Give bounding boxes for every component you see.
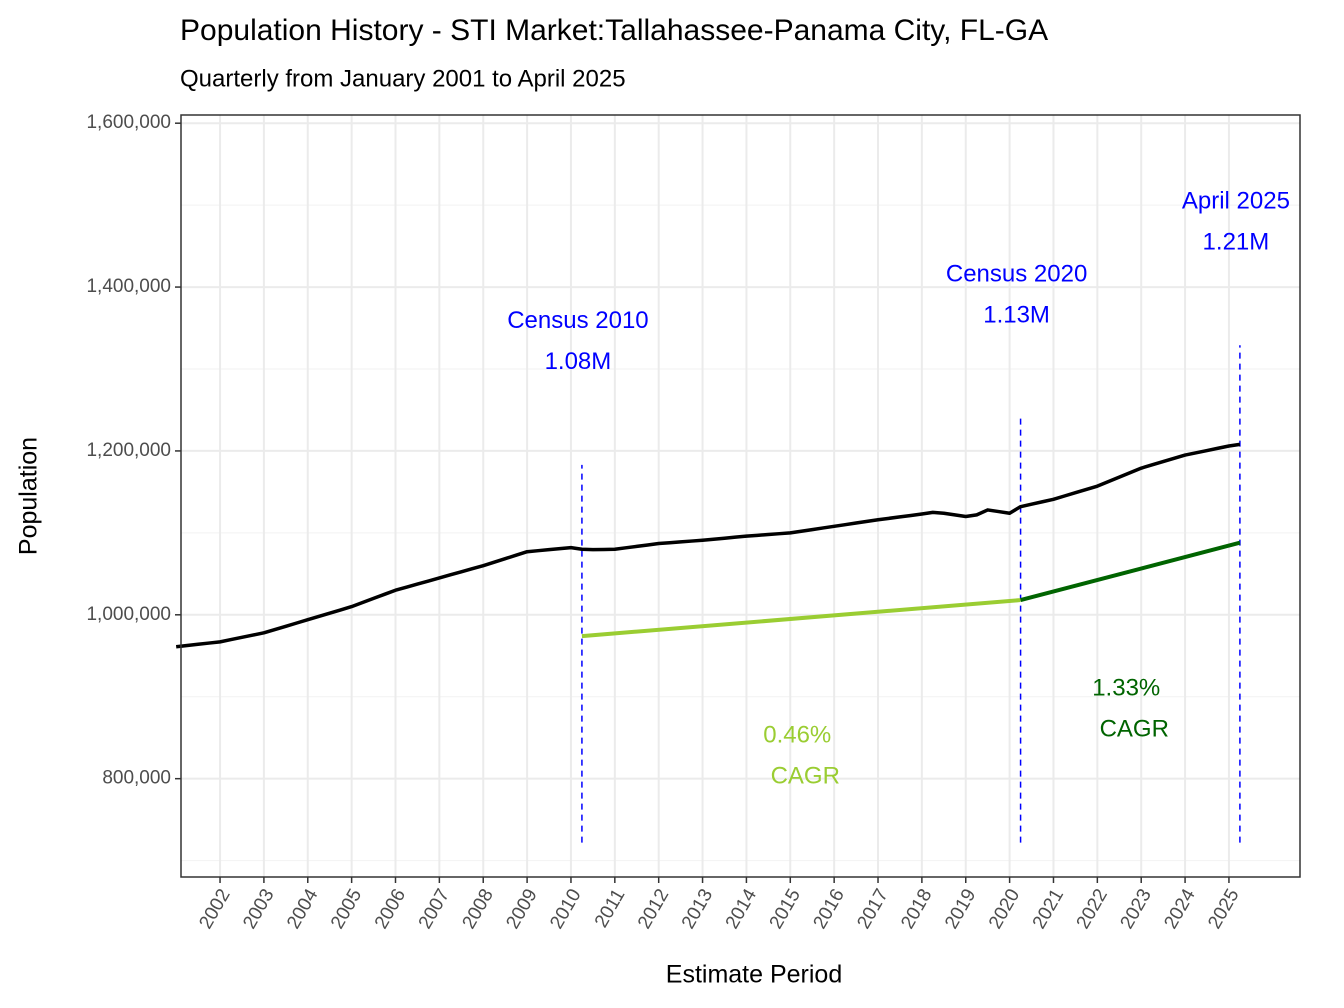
- x-tick-label: 2004: [283, 885, 323, 932]
- y-tick-label: 1,200,000: [86, 440, 171, 461]
- x-tick-label: 2025: [1204, 886, 1243, 933]
- x-tick-label: 2015: [766, 886, 805, 933]
- x-tick-label: 2002: [195, 886, 234, 933]
- y-tick-label: 1,000,000: [86, 604, 171, 625]
- x-axis-title: Estimate Period: [666, 961, 842, 989]
- y-axis-title: Population: [15, 437, 43, 555]
- x-tick-label: 2014: [722, 885, 762, 932]
- x-tick-label: 2021: [1029, 886, 1068, 933]
- panel-border: [180, 114, 1301, 878]
- x-tick-label: 2017: [853, 886, 892, 933]
- x-tick-label: 2020: [985, 886, 1024, 933]
- annotation-title: Census 2010: [507, 307, 648, 334]
- annotation-title: April 2025: [1182, 188, 1290, 215]
- chart-title: Population History - STI Market:Tallahas…: [180, 14, 1048, 47]
- y-tick-label: 800,000: [102, 768, 171, 789]
- x-tick-label: 2003: [239, 886, 278, 933]
- x-tick-label: 2022: [1073, 886, 1112, 933]
- x-tick-label: 2016: [809, 886, 848, 933]
- x-tick-label: 2013: [678, 886, 717, 933]
- annotation-label: 1.21M: [1203, 229, 1270, 256]
- annotation-title: Census 2020: [946, 261, 1087, 288]
- chart-subtitle: Quarterly from January 2001 to April 202…: [180, 65, 626, 92]
- y-tick-label: 1,600,000: [86, 112, 171, 133]
- cagr-line: [1020, 540, 1241, 602]
- x-tick-label: 2012: [634, 886, 673, 933]
- y-tick-label: 1,400,000: [86, 276, 171, 297]
- annotation-label: 1.13M: [983, 302, 1050, 329]
- x-tick-label: 2010: [546, 886, 585, 933]
- x-tick-label: 2007: [415, 886, 454, 933]
- x-tick-label: 2006: [371, 886, 410, 933]
- cagr-label: 0.46%: [763, 721, 831, 748]
- x-tick-label: 2024: [1160, 885, 1200, 932]
- cagr-label: 1.33%: [1092, 675, 1160, 702]
- x-tick-label: 2023: [1117, 886, 1156, 933]
- x-tick-label: 2011: [591, 886, 630, 932]
- x-tick-label: 2009: [502, 886, 541, 933]
- x-tick-label: 2008: [459, 886, 498, 933]
- x-tick-label: 2019: [941, 886, 980, 933]
- population-line: [175, 442, 1241, 649]
- cagr-sublabel: CAGR: [1100, 716, 1169, 743]
- x-tick-label: 2018: [897, 886, 936, 933]
- cagr-line: [581, 598, 1021, 639]
- annotation-label: 1.08M: [545, 348, 612, 375]
- cagr-sublabel: CAGR: [771, 762, 840, 789]
- x-tick-label: 2005: [327, 886, 366, 933]
